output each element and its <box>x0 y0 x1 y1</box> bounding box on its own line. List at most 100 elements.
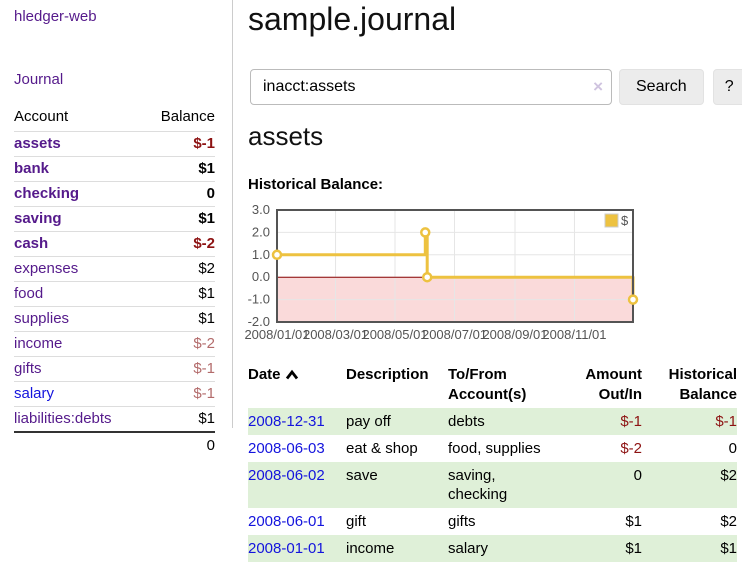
accounts-header-balance: Balance <box>143 104 215 132</box>
search-box: × <box>250 69 612 105</box>
account-balance: $-2 <box>143 231 215 257</box>
account-balance: $-2 <box>143 331 215 357</box>
transaction-description: eat & shop <box>346 440 418 457</box>
account-link-salary[interactable]: salary <box>14 385 55 402</box>
register-header-description: Description <box>346 366 429 383</box>
transaction-amount: 0 <box>633 467 642 484</box>
y-tick-label: -1.0 <box>248 292 270 307</box>
account-link-income[interactable]: income <box>14 335 63 352</box>
register-header-balance: Historical Balance <box>668 366 737 403</box>
x-tick-label: 2008/03/01 <box>303 327 368 342</box>
account-row: supplies $1 <box>14 306 215 332</box>
nav-journal-link[interactable]: Journal <box>14 71 64 88</box>
transaction-amount: $-1 <box>620 413 642 430</box>
account-link-liabilities-debts[interactable]: liabilities:debts <box>14 410 112 427</box>
account-link-bank[interactable]: bank <box>14 160 50 177</box>
brand-link[interactable]: hledger-web <box>14 8 97 25</box>
transaction-date-link[interactable]: 2008-06-01 <box>248 513 325 530</box>
register-header-amount: Amount Out/In <box>585 366 642 403</box>
data-point-marker <box>271 249 283 261</box>
transaction-amount: $-2 <box>620 440 642 457</box>
search-input[interactable] <box>250 69 612 105</box>
register-header-date[interactable]: Date <box>248 364 346 408</box>
transaction-date-link[interactable]: 2008-01-01 <box>248 540 325 557</box>
account-row: liabilities:debts $1 <box>14 406 215 433</box>
transaction-balance: $1 <box>720 540 737 557</box>
transaction-accounts: gifts <box>448 513 476 530</box>
account-link-gifts[interactable]: gifts <box>14 360 42 377</box>
x-tick-label: 2008/01/01 <box>244 327 309 342</box>
transaction-amount: $1 <box>625 513 642 530</box>
account-row: expenses $2 <box>14 256 215 282</box>
plot-border <box>276 209 634 323</box>
transaction-date-link[interactable]: 2008-06-02 <box>248 467 325 484</box>
account-row: income $-2 <box>14 331 215 357</box>
search-button[interactable]: Search <box>619 69 704 105</box>
transaction-description: pay off <box>346 413 391 430</box>
account-row: checking 0 <box>14 181 215 207</box>
account-link-food[interactable]: food <box>14 285 44 302</box>
clear-search-icon[interactable]: × <box>593 77 603 96</box>
account-link-assets[interactable]: assets <box>14 135 61 152</box>
transaction-balance: 0 <box>728 440 737 457</box>
accounts-total-row: 0 <box>14 431 215 459</box>
account-row: saving $1 <box>14 206 215 232</box>
transaction-balance: $2 <box>720 467 737 484</box>
account-row: salary $-1 <box>14 381 215 407</box>
account-row: bank $1 <box>14 156 215 182</box>
y-tick-label: 3.0 <box>252 202 270 217</box>
account-row: cash $-2 <box>14 231 215 257</box>
accounts-table: Account Balance assets $-1 bank $1 checking 0… <box>14 104 215 459</box>
register-header-accounts: To/From Account(s) <box>448 366 527 403</box>
chart-title: Historical Balance: <box>248 176 384 193</box>
y-tick-label: 0.0 <box>252 269 270 284</box>
x-tick-label: 2008/11/01 <box>542 327 606 342</box>
transaction-accounts: saving, checking <box>448 467 508 503</box>
transaction-balance: $-1 <box>715 413 737 430</box>
legend-label: $ <box>621 213 629 228</box>
x-tick-label: 2008/05/01 <box>362 327 427 342</box>
y-tick-label: -2.0 <box>248 314 270 329</box>
x-tick-label: 2008/07/01 <box>422 327 487 342</box>
transaction-date-link[interactable]: 2008-12-31 <box>248 413 325 430</box>
transaction-description: gift <box>346 513 367 530</box>
account-row: food $1 <box>14 281 215 307</box>
transaction-accounts: salary <box>448 540 489 557</box>
page-title: sample.journal <box>248 1 457 37</box>
account-balance: $1 <box>143 406 215 433</box>
account-link-saving[interactable]: saving <box>14 210 62 227</box>
help-button[interactable]: ? <box>712 69 742 105</box>
sidebar: hledger-web Journal Account Balance asse… <box>0 0 233 459</box>
register-header-row: Date Description To/From Account(s) Amoun… <box>248 364 737 408</box>
transaction-balance: $2 <box>720 513 737 530</box>
transaction-accounts: food, supplies <box>448 440 541 457</box>
transaction-row: 2008-12-31 pay off debts $-1 $-1 <box>248 408 737 435</box>
y-tick-label: 2.0 <box>252 224 270 239</box>
accounts-header-row: Account Balance <box>14 104 215 132</box>
data-point-marker <box>421 271 433 283</box>
y-tick-label: 1.0 <box>252 247 270 262</box>
transaction-date-link[interactable]: 2008-06-03 <box>248 440 325 457</box>
account-link-supplies[interactable]: supplies <box>14 310 70 327</box>
transaction-row: 2008-06-01 gift gifts $1 $2 <box>248 508 737 535</box>
x-tick-label: 2008/09/01 <box>482 327 547 342</box>
account-balance: $2 <box>143 256 215 282</box>
transaction-accounts: debts <box>448 413 485 430</box>
transaction-description: income <box>346 540 395 557</box>
account-link-expenses[interactable]: expenses <box>14 260 79 277</box>
transaction-row: 2008-01-01 income salary $1 $1 <box>248 535 737 562</box>
account-link-checking[interactable]: checking <box>14 185 80 202</box>
account-link-cash[interactable]: cash <box>14 235 49 252</box>
account-balance: $1 <box>143 206 215 232</box>
transaction-amount: $1 <box>625 540 642 557</box>
data-point-marker <box>627 294 639 305</box>
legend-swatch <box>604 213 619 228</box>
accounts-header-account: Account <box>14 104 144 132</box>
transaction-row: 2008-06-03 eat & shop food, supplies $-2 0 <box>248 435 737 462</box>
account-balance: $-1 <box>143 381 215 407</box>
account-balance: $1 <box>143 281 215 307</box>
data-point-marker <box>420 227 431 238</box>
account-row: gifts $-1 <box>14 356 215 382</box>
historical-balance-chart: $3.0 2.0 1.0 0.0 -1.0 -2.02008/01/012008/03/0… <box>244 202 639 342</box>
